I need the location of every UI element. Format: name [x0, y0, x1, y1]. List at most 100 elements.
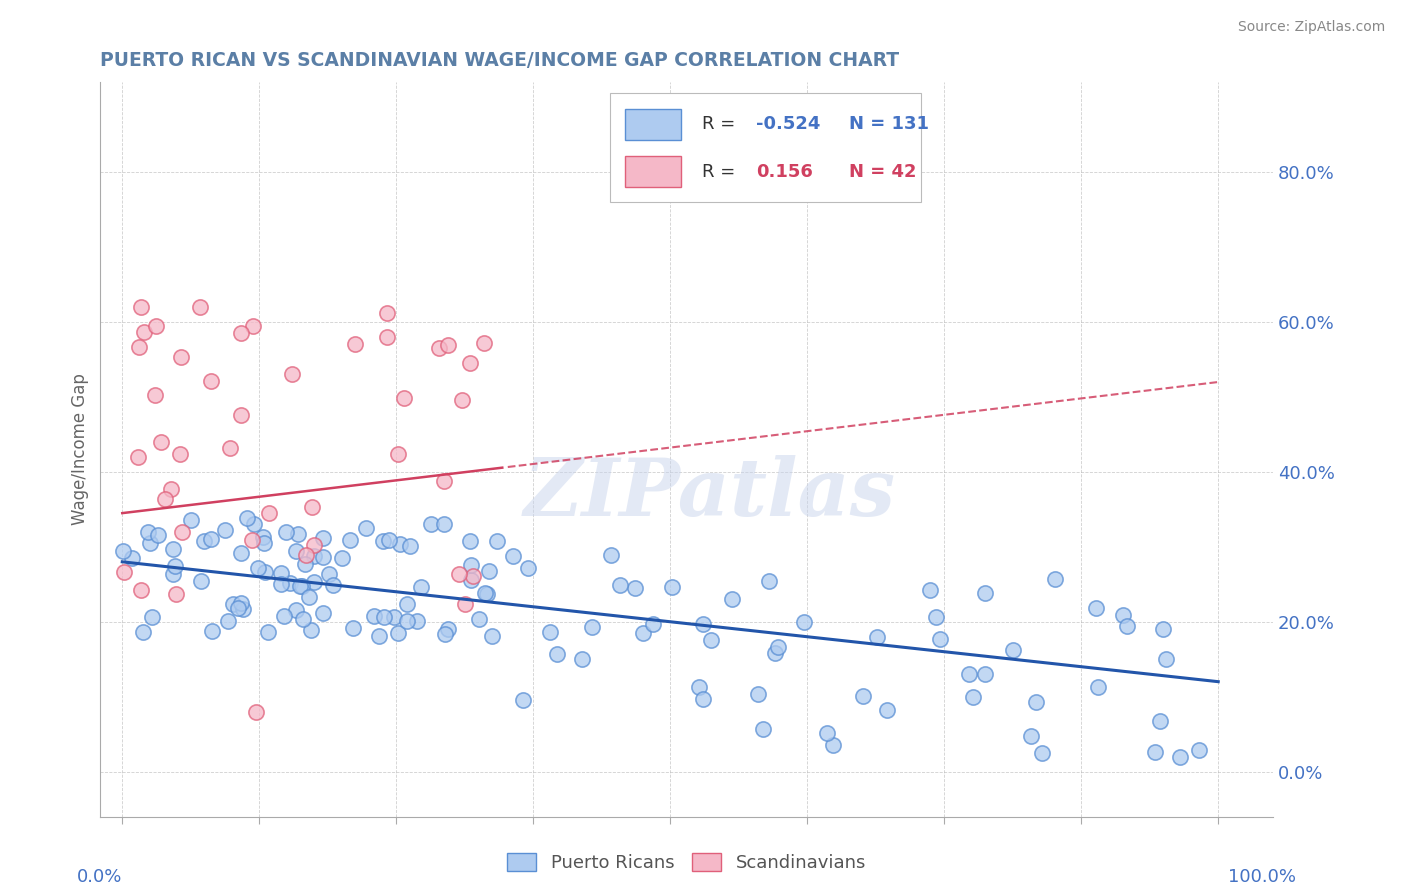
Text: N = 42: N = 42: [848, 163, 917, 181]
Point: [387, 625, 409, 640]
Point: [229, 546, 252, 560]
Point: [399, 539, 422, 553]
Point: [169, 447, 191, 461]
Text: PUERTO RICAN VS SCANDINAVIAN WAGE/INCOME GAP CORRELATION CHART: PUERTO RICAN VS SCANDINAVIAN WAGE/INCOME…: [100, 51, 900, 70]
Point: [284, 543, 307, 558]
Point: [546, 647, 568, 661]
Point: [318, 567, 340, 582]
Point: [280, 576, 302, 591]
Point: [145, 318, 167, 333]
Point: [162, 542, 184, 557]
Point: [419, 517, 441, 532]
Point: [478, 564, 501, 578]
Point: [957, 666, 980, 681]
Point: [111, 543, 134, 558]
Point: [287, 527, 309, 541]
Point: [486, 534, 509, 549]
Point: [609, 578, 631, 592]
Point: [257, 506, 280, 520]
FancyBboxPatch shape: [624, 156, 681, 187]
Point: [222, 597, 245, 611]
Point: [450, 392, 472, 407]
Point: [217, 614, 239, 628]
Point: [246, 561, 269, 575]
Point: [160, 482, 183, 496]
Point: [661, 580, 683, 594]
Point: [270, 576, 292, 591]
Point: [281, 367, 304, 381]
Point: [254, 565, 277, 579]
Text: 0.156: 0.156: [756, 163, 813, 181]
Point: [1019, 729, 1042, 743]
Point: [460, 573, 482, 587]
Point: [200, 533, 222, 547]
Point: [229, 596, 252, 610]
Point: [298, 590, 321, 604]
Point: [472, 335, 495, 350]
Point: [235, 510, 257, 524]
Point: [231, 326, 253, 341]
FancyBboxPatch shape: [624, 109, 681, 140]
Point: [139, 536, 162, 550]
Point: [538, 625, 561, 640]
Point: [274, 524, 297, 539]
Point: [758, 574, 780, 589]
Point: [153, 491, 176, 506]
Point: [1025, 695, 1047, 709]
Point: [339, 533, 361, 547]
Text: 100.0%: 100.0%: [1229, 868, 1296, 886]
Point: [454, 597, 477, 611]
Point: [201, 624, 224, 639]
Point: [382, 609, 405, 624]
Point: [170, 524, 193, 539]
Point: [624, 581, 647, 595]
Point: [270, 566, 292, 580]
Point: [458, 534, 481, 549]
Point: [763, 646, 786, 660]
Point: [302, 538, 325, 552]
Point: [229, 408, 252, 422]
Point: [433, 475, 456, 489]
Point: [373, 610, 395, 624]
Point: [354, 521, 377, 535]
Point: [294, 557, 316, 571]
Point: [375, 330, 398, 344]
Text: -0.524: -0.524: [756, 115, 820, 133]
Point: [516, 560, 538, 574]
Point: [129, 300, 152, 314]
Point: [188, 300, 211, 314]
Point: [162, 566, 184, 581]
Point: [392, 391, 415, 405]
Point: [299, 623, 322, 637]
Point: [128, 340, 150, 354]
Point: [180, 513, 202, 527]
Point: [962, 690, 984, 704]
Point: [330, 550, 353, 565]
Point: [214, 524, 236, 538]
Point: [692, 616, 714, 631]
Point: [273, 609, 295, 624]
Point: [447, 567, 470, 582]
Point: [252, 530, 274, 544]
Point: [344, 337, 367, 351]
Point: [322, 578, 344, 592]
Point: [395, 614, 418, 628]
Point: [312, 606, 335, 620]
Point: [641, 617, 664, 632]
Point: [1154, 652, 1177, 666]
Point: [502, 549, 524, 563]
Point: [1149, 714, 1171, 729]
Point: [461, 569, 484, 583]
Point: [112, 565, 135, 579]
Point: [242, 319, 264, 334]
Text: R =: R =: [702, 163, 741, 181]
Point: [852, 689, 875, 703]
Point: [973, 586, 995, 600]
Legend: Puerto Ricans, Scandinavians: Puerto Ricans, Scandinavians: [498, 844, 875, 881]
Point: [458, 356, 481, 370]
Point: [302, 549, 325, 563]
Point: [688, 680, 710, 694]
Point: [169, 351, 191, 365]
Point: [312, 531, 335, 545]
Point: [1143, 745, 1166, 759]
